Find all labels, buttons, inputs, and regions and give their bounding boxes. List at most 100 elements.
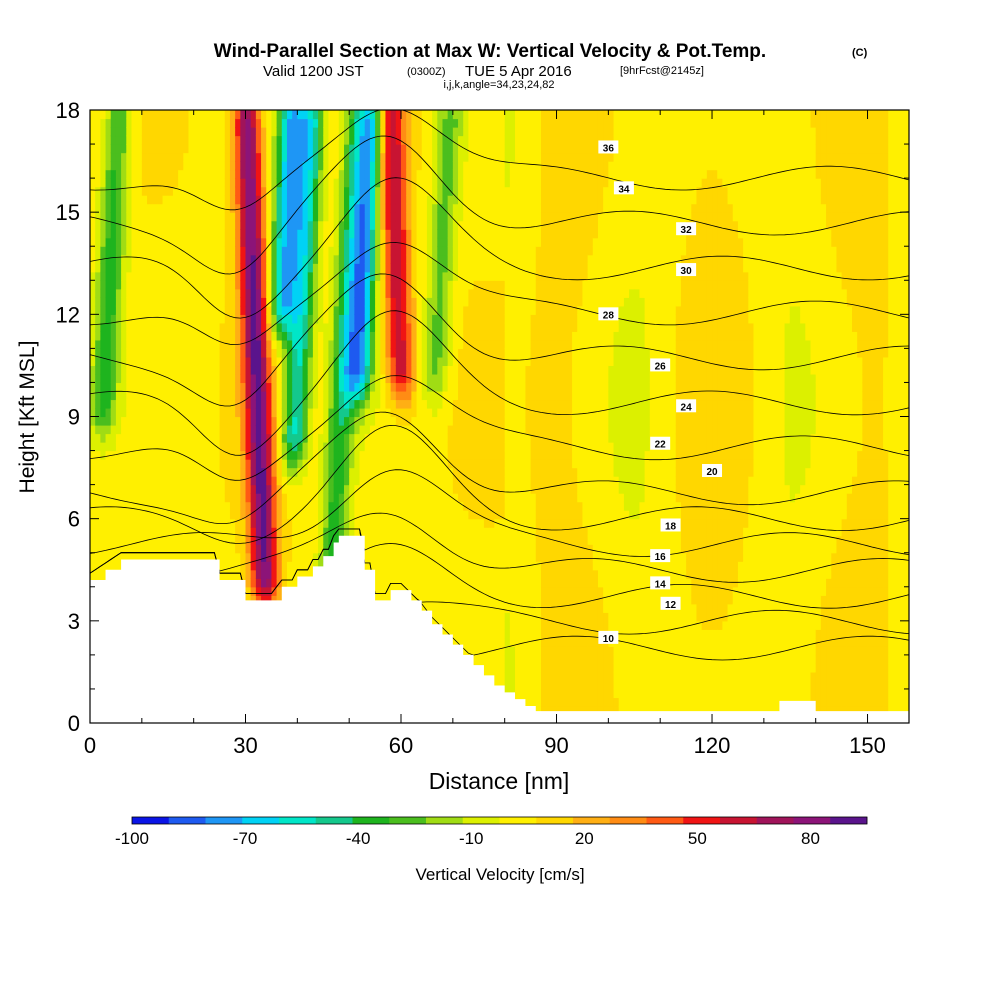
velocity-cell bbox=[214, 263, 221, 273]
velocity-cell bbox=[297, 263, 304, 273]
velocity-cell bbox=[235, 510, 241, 520]
velocity-cell bbox=[421, 518, 428, 528]
velocity-cell bbox=[432, 399, 438, 409]
velocity-cell bbox=[395, 365, 402, 375]
velocity-cell bbox=[416, 322, 423, 332]
velocity-cell bbox=[178, 467, 184, 477]
velocity-cell bbox=[390, 178, 397, 188]
velocity-cell bbox=[297, 544, 304, 554]
velocity-cell bbox=[224, 288, 231, 298]
velocity-cell bbox=[95, 493, 101, 503]
velocity-cell bbox=[432, 578, 438, 588]
velocity-cell bbox=[167, 322, 174, 332]
velocity-cell bbox=[380, 237, 387, 247]
velocity-cell bbox=[147, 510, 153, 520]
velocity-cell bbox=[126, 186, 133, 196]
velocity-cell bbox=[375, 186, 381, 196]
velocity-cell bbox=[271, 586, 278, 596]
velocity-cell bbox=[312, 152, 319, 162]
velocity-cell bbox=[281, 203, 288, 213]
velocity-cell bbox=[224, 314, 231, 324]
velocity-cell bbox=[401, 280, 407, 290]
velocity-cell bbox=[338, 399, 345, 409]
velocity-cell bbox=[255, 442, 262, 452]
velocity-cell bbox=[359, 220, 366, 230]
velocity-cell bbox=[421, 407, 428, 418]
velocity-cell bbox=[136, 510, 143, 520]
velocity-cell bbox=[214, 407, 221, 418]
velocity-cell bbox=[245, 586, 252, 596]
velocity-cell bbox=[385, 186, 392, 196]
velocity-cell bbox=[312, 203, 319, 213]
velocity-cell bbox=[136, 127, 143, 137]
velocity-cell bbox=[281, 527, 288, 537]
velocity-cell bbox=[188, 442, 195, 452]
velocity-cell bbox=[183, 186, 190, 196]
velocity-cell bbox=[193, 339, 200, 349]
velocity-cell bbox=[416, 535, 423, 545]
velocity-cell bbox=[255, 314, 262, 324]
velocity-cell bbox=[141, 373, 148, 384]
velocity-cell bbox=[204, 186, 210, 196]
velocity-cell bbox=[395, 518, 402, 528]
velocity-cell bbox=[110, 356, 117, 367]
velocity-cell bbox=[318, 459, 324, 469]
velocity-cell bbox=[90, 297, 96, 307]
velocity-cell bbox=[447, 561, 454, 571]
velocity-cell bbox=[188, 365, 195, 375]
velocity-cell bbox=[229, 271, 236, 281]
velocity-cell bbox=[385, 501, 392, 511]
velocity-cell bbox=[115, 561, 122, 571]
velocity-cell bbox=[421, 246, 428, 256]
velocity-cell bbox=[297, 407, 304, 418]
velocity-cell bbox=[219, 254, 226, 264]
velocity-cell bbox=[369, 476, 376, 486]
velocity-cell bbox=[141, 356, 148, 367]
velocity-cell bbox=[219, 339, 226, 349]
velocity-cell bbox=[432, 322, 438, 332]
velocity-cell bbox=[152, 169, 158, 179]
velocity-cell bbox=[359, 527, 366, 537]
velocity-cell bbox=[333, 484, 340, 494]
velocity-cell bbox=[416, 110, 423, 120]
velocity-cell bbox=[100, 288, 107, 298]
velocity-cell bbox=[193, 467, 200, 477]
velocity-cell bbox=[110, 186, 117, 196]
velocity-cell bbox=[364, 399, 371, 409]
velocity-cell bbox=[411, 476, 418, 486]
velocity-cell bbox=[307, 518, 314, 528]
velocity-cell bbox=[167, 229, 174, 239]
velocity-cell bbox=[312, 195, 319, 205]
velocity-cell bbox=[162, 161, 169, 171]
velocity-cell bbox=[235, 254, 241, 264]
velocity-cell bbox=[390, 135, 397, 145]
velocity-cell bbox=[110, 288, 117, 298]
velocity-cell bbox=[307, 229, 314, 239]
velocity-cell bbox=[271, 229, 278, 239]
velocity-cell bbox=[266, 331, 273, 341]
velocity-cell bbox=[385, 169, 392, 179]
velocity-cell bbox=[286, 569, 293, 579]
velocity-cell bbox=[375, 195, 381, 205]
velocity-cell bbox=[250, 595, 257, 605]
velocity-cell bbox=[411, 161, 418, 171]
velocity-cell bbox=[209, 407, 216, 418]
velocity-cell bbox=[131, 254, 138, 264]
velocity-cell bbox=[105, 212, 112, 222]
velocity-cell bbox=[286, 561, 293, 571]
velocity-cell bbox=[406, 433, 412, 443]
velocity-cell bbox=[369, 297, 376, 307]
velocity-cell bbox=[90, 161, 96, 171]
velocity-cell bbox=[266, 339, 273, 349]
velocity-cell bbox=[354, 220, 361, 230]
velocity-cell bbox=[266, 135, 273, 145]
velocity-cell bbox=[395, 442, 402, 452]
velocity-cell bbox=[286, 382, 293, 392]
velocity-cell bbox=[214, 178, 221, 188]
velocity-cell bbox=[333, 450, 340, 460]
velocity-cell bbox=[338, 373, 345, 384]
velocity-cell bbox=[245, 288, 252, 298]
velocity-cell bbox=[131, 314, 138, 324]
velocity-cell bbox=[281, 237, 288, 247]
velocity-cell bbox=[188, 467, 195, 477]
